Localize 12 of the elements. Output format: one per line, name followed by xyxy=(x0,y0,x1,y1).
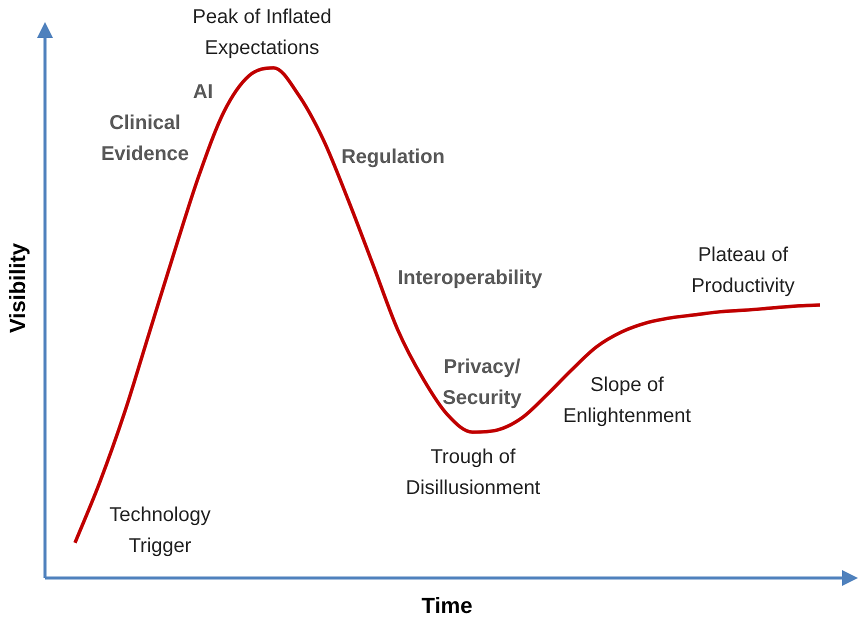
x-axis-title: Time xyxy=(422,593,472,617)
annotation: Privacy/ Security xyxy=(442,355,522,411)
y-axis-title: Visibility xyxy=(5,242,31,334)
annotation: Trough of Disillusionment xyxy=(404,445,542,501)
annotation: Interoperability xyxy=(396,266,544,291)
annotation: Slope of Enlightenment xyxy=(562,373,692,429)
annotation: Technology Trigger xyxy=(108,503,212,559)
annotation: Plateau of Productivity xyxy=(690,243,796,299)
text: Peak of Inflated Expectations xyxy=(192,5,332,61)
annotation: Clinical Evidence xyxy=(100,111,190,167)
annotation: AI xyxy=(192,80,214,105)
annotation: Regulation xyxy=(340,145,446,170)
